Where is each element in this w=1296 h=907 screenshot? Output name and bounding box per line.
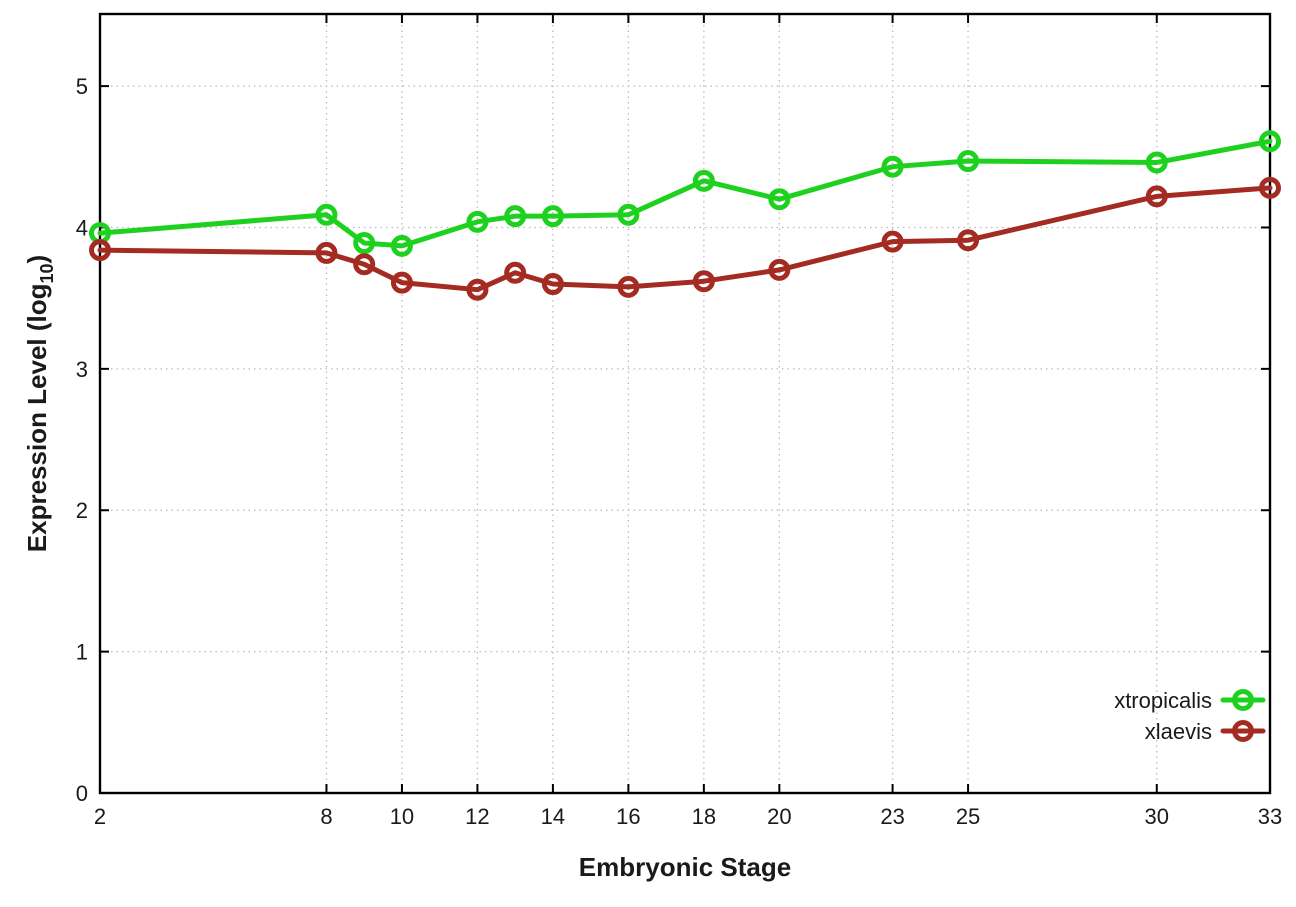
data-point-xlaevis bbox=[504, 261, 527, 284]
data-point-xtropicalis bbox=[617, 203, 640, 226]
data-point-xlaevis bbox=[881, 230, 904, 253]
y-axis-label: Expression Level (log10) bbox=[22, 255, 57, 552]
data-point-xlaevis bbox=[768, 258, 791, 281]
legend-label: xtropicalis bbox=[1114, 688, 1212, 713]
axis-ticks bbox=[99, 14, 1271, 794]
legend-marker-icon bbox=[1232, 689, 1254, 711]
x-tick-label: 23 bbox=[880, 804, 904, 829]
x-tick-label: 33 bbox=[1258, 804, 1282, 829]
data-point-xtropicalis bbox=[353, 232, 376, 255]
y-tick-label: 5 bbox=[76, 74, 88, 99]
data-point-xlaevis bbox=[957, 229, 980, 252]
x-tick-label: 20 bbox=[767, 804, 791, 829]
data-point-xtropicalis bbox=[1145, 151, 1168, 174]
data-point-xtropicalis bbox=[1259, 130, 1281, 153]
x-tick-label: 10 bbox=[390, 804, 414, 829]
plot-border-box bbox=[98, 12, 1272, 795]
data-point-xtropicalis bbox=[541, 205, 564, 228]
data-point-xtropicalis bbox=[768, 188, 791, 211]
data-point-xtropicalis bbox=[390, 234, 413, 257]
x-tick-label: 16 bbox=[616, 804, 640, 829]
data-point-xlaevis bbox=[390, 271, 413, 294]
data-point-xtropicalis bbox=[466, 210, 489, 233]
data-point-xlaevis bbox=[353, 253, 376, 276]
legend-item-xtropicalis: xtropicalis bbox=[1114, 688, 1266, 713]
x-tick-label: 2 bbox=[94, 804, 106, 829]
data-point-xlaevis bbox=[692, 270, 715, 293]
series-line-xtropicalis bbox=[97, 138, 1273, 249]
y-tick-label: 4 bbox=[76, 215, 88, 240]
data-point-xlaevis bbox=[315, 241, 338, 264]
data-point-xlaevis bbox=[89, 239, 111, 262]
legend-item-xlaevis: xlaevis bbox=[1145, 719, 1266, 744]
series-line-xlaevis bbox=[97, 185, 1273, 293]
plot-border bbox=[98, 12, 1272, 795]
data-point-xlaevis bbox=[541, 273, 564, 296]
x-tick-label: 8 bbox=[320, 804, 332, 829]
x-tick-label: 25 bbox=[956, 804, 980, 829]
series-xtropicalis bbox=[89, 130, 1281, 257]
data-point-xlaevis bbox=[1259, 176, 1281, 199]
legend-label: xlaevis bbox=[1145, 719, 1212, 744]
legend-marker-icon bbox=[1232, 720, 1254, 742]
x-axis-label: Embryonic Stage bbox=[579, 852, 791, 882]
legend: xtropicalis xlaevis bbox=[1114, 688, 1266, 744]
data-point-xtropicalis bbox=[881, 155, 904, 178]
y-tick-label: 0 bbox=[76, 781, 88, 806]
data-point-xtropicalis bbox=[692, 169, 715, 192]
grid-lines bbox=[100, 14, 1270, 793]
x-tick-label: 18 bbox=[692, 804, 716, 829]
data-point-xlaevis bbox=[617, 275, 640, 298]
y-tick-label: 2 bbox=[76, 498, 88, 523]
x-tick-label: 30 bbox=[1145, 804, 1169, 829]
x-tick-label: 14 bbox=[541, 804, 565, 829]
data-series bbox=[89, 130, 1281, 301]
data-point-xlaevis bbox=[1145, 185, 1168, 208]
data-point-xtropicalis bbox=[315, 203, 338, 226]
data-point-xlaevis bbox=[466, 278, 489, 301]
series-xlaevis bbox=[89, 176, 1281, 301]
y-tick-label: 3 bbox=[76, 357, 88, 382]
y-tick-label: 1 bbox=[76, 640, 88, 665]
x-tick-label: 12 bbox=[465, 804, 489, 829]
data-point-xtropicalis bbox=[957, 150, 980, 173]
data-point-xtropicalis bbox=[504, 205, 527, 228]
